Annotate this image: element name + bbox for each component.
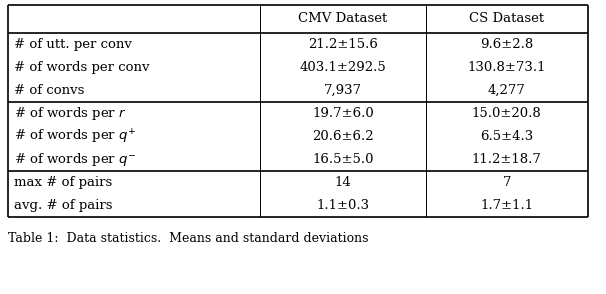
Text: 19.7±6.0: 19.7±6.0 xyxy=(312,107,374,120)
Text: 1.7±1.1: 1.7±1.1 xyxy=(480,199,533,212)
Text: CMV Dataset: CMV Dataset xyxy=(298,13,388,26)
Text: max # of pairs: max # of pairs xyxy=(14,176,112,189)
Text: Table 1:  Data statistics.  Means and standard deviations: Table 1: Data statistics. Means and stan… xyxy=(8,233,368,245)
Text: 7: 7 xyxy=(502,176,511,189)
Text: 20.6±6.2: 20.6±6.2 xyxy=(312,130,374,143)
Text: 130.8±73.1: 130.8±73.1 xyxy=(468,61,546,74)
Text: 15.0±20.8: 15.0±20.8 xyxy=(472,107,542,120)
Text: 7,937: 7,937 xyxy=(324,84,362,97)
Text: CS Dataset: CS Dataset xyxy=(469,13,544,26)
Text: 6.5±4.3: 6.5±4.3 xyxy=(480,130,533,143)
Text: # of utt. per conv: # of utt. per conv xyxy=(14,38,132,51)
Text: 9.6±2.8: 9.6±2.8 xyxy=(480,38,533,51)
Text: # of convs: # of convs xyxy=(14,84,84,97)
Text: # of words per $q^{+}$: # of words per $q^{+}$ xyxy=(14,127,136,146)
Text: 16.5±5.0: 16.5±5.0 xyxy=(312,153,374,166)
Text: # of words per conv: # of words per conv xyxy=(14,61,150,74)
Text: 4,277: 4,277 xyxy=(488,84,526,97)
Text: 11.2±18.7: 11.2±18.7 xyxy=(472,153,542,166)
Text: 14: 14 xyxy=(335,176,351,189)
Text: # of words per $r$: # of words per $r$ xyxy=(14,105,127,122)
Text: 21.2±15.6: 21.2±15.6 xyxy=(308,38,378,51)
Text: 1.1±0.3: 1.1±0.3 xyxy=(316,199,370,212)
Text: # of words per $q^{-}$: # of words per $q^{-}$ xyxy=(14,151,136,168)
Text: 403.1±292.5: 403.1±292.5 xyxy=(299,61,387,74)
Text: avg. # of pairs: avg. # of pairs xyxy=(14,199,113,212)
